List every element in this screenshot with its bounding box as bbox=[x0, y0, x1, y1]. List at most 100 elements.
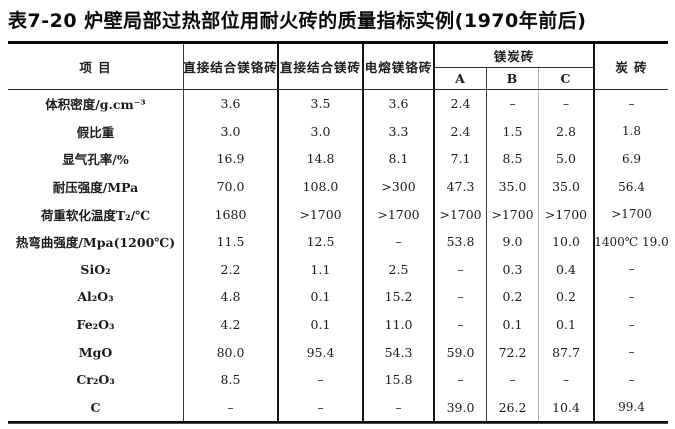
table-row: 热弯曲强度/Mpa(1200℃) 11.5 12.5 – 53.8 9.0 10… bbox=[8, 227, 668, 256]
row-label: Al₂O₃ bbox=[77, 289, 114, 305]
cell: 0.2 bbox=[486, 283, 538, 311]
row-label: 耐压强度/MPa bbox=[52, 180, 139, 196]
row-label: Cr₂O₃ bbox=[76, 372, 115, 388]
cell: 53.8 bbox=[433, 227, 486, 256]
cell: 2.2 bbox=[183, 255, 277, 284]
header-magnesia-carbon-brick-group: 镁炭砖 bbox=[433, 44, 593, 68]
row-label: 热弯曲强度/Mpa(1200℃) bbox=[15, 235, 176, 251]
cell: 16.9 bbox=[183, 145, 277, 173]
cell: 0.1 bbox=[277, 283, 362, 311]
cell: – bbox=[593, 90, 668, 118]
table-row: Cr₂O₃ 8.5 – 15.8 – – – – bbox=[8, 365, 668, 394]
cell: 0.1 bbox=[486, 310, 538, 339]
cell: – bbox=[277, 393, 362, 422]
cell: 8.1 bbox=[362, 145, 433, 173]
cell: >1700 bbox=[362, 200, 433, 228]
cell: 1.8 bbox=[593, 117, 668, 146]
cell: 5.0 bbox=[538, 145, 593, 173]
cell: 59.0 bbox=[433, 338, 486, 366]
row-label: 假比重 bbox=[76, 124, 115, 140]
cell: 35.0 bbox=[538, 172, 593, 201]
cell: 3.6 bbox=[362, 90, 433, 118]
cell: – bbox=[593, 365, 668, 394]
header-sub-a: A bbox=[433, 68, 486, 89]
table-row: 耐压强度/MPa 70.0 108.0 >300 47.3 35.0 35.0 … bbox=[8, 172, 668, 201]
cell: – bbox=[593, 310, 668, 339]
cell: 47.3 bbox=[433, 172, 486, 201]
cell: 11.5 bbox=[183, 227, 277, 256]
row-label: MgO bbox=[78, 344, 113, 360]
cell: 4.2 bbox=[183, 310, 277, 339]
header-sub-b: B bbox=[486, 68, 538, 89]
cell: 1400℃ 19.0 bbox=[593, 227, 668, 256]
table-bottom-rule bbox=[8, 421, 668, 425]
cell: 3.5 bbox=[277, 90, 362, 118]
cell: 2.4 bbox=[433, 117, 486, 146]
cell: – bbox=[433, 255, 486, 284]
cell: 9.0 bbox=[486, 227, 538, 256]
table-row: 假比重 3.0 3.0 3.3 2.4 1.5 2.8 1.8 bbox=[8, 117, 668, 146]
cell: – bbox=[433, 283, 486, 311]
cell: 2.4 bbox=[433, 90, 486, 118]
cell: – bbox=[183, 393, 277, 422]
cell: 0.3 bbox=[486, 255, 538, 284]
cell: >300 bbox=[362, 172, 433, 201]
cell: 0.4 bbox=[538, 255, 593, 284]
cell: 54.3 bbox=[362, 338, 433, 366]
cell: – bbox=[362, 393, 433, 422]
cell: – bbox=[486, 365, 538, 394]
cell: 1.1 bbox=[277, 255, 362, 284]
cell: 8.5 bbox=[486, 145, 538, 173]
table-row: MgO 80.0 95.4 54.3 59.0 72.2 87.7 – bbox=[8, 338, 668, 366]
cell: – bbox=[538, 365, 593, 394]
cell: 4.8 bbox=[183, 283, 277, 311]
table-header: 项 目 直接结合镁铬砖 直接结合镁砖 电熔镁铬砖 镁炭砖 A B C 炭 砖 bbox=[8, 44, 668, 90]
row-label: SiO₂ bbox=[80, 261, 111, 277]
cell: – bbox=[433, 365, 486, 394]
header-direct-bonded-magnesia-brick: 直接结合镁砖 bbox=[277, 44, 362, 89]
header-carbon-brick: 炭 砖 bbox=[593, 44, 668, 89]
table-title: 表7-20 炉壁局部过热部位用耐火砖的质量指标实例(1970年前后) bbox=[8, 10, 587, 32]
cell: 3.6 bbox=[183, 90, 277, 118]
cell: 1.5 bbox=[486, 117, 538, 146]
row-label: 显气孔率/% bbox=[62, 152, 129, 168]
table-row: SiO₂ 2.2 1.1 2.5 – 0.3 0.4 – bbox=[8, 255, 668, 284]
header-item: 项 目 bbox=[79, 60, 112, 75]
cell: >1700 bbox=[593, 200, 668, 228]
cell: 1680 bbox=[183, 200, 277, 228]
cell: 8.5 bbox=[183, 365, 277, 394]
row-label: 体积密度/g.cm⁻³ bbox=[45, 97, 146, 113]
cell: 2.8 bbox=[538, 117, 593, 146]
cell: 7.1 bbox=[433, 145, 486, 173]
cell: 15.8 bbox=[362, 365, 433, 394]
cell: 35.0 bbox=[486, 172, 538, 201]
cell: >1700 bbox=[433, 200, 486, 228]
cell: >1700 bbox=[486, 200, 538, 228]
cell: – bbox=[593, 338, 668, 366]
cell: 39.0 bbox=[433, 393, 486, 422]
cell: >1700 bbox=[277, 200, 362, 228]
cell: 6.9 bbox=[593, 145, 668, 173]
cell: >1700 bbox=[538, 200, 593, 228]
cell: 0.1 bbox=[538, 310, 593, 339]
table-row: 显气孔率/% 16.9 14.8 8.1 7.1 8.5 5.0 6.9 bbox=[8, 145, 668, 173]
table-row: 体积密度/g.cm⁻³ 3.6 3.5 3.6 2.4 – – – bbox=[8, 90, 668, 118]
cell: 2.5 bbox=[362, 255, 433, 284]
table-row: Fe₂O₃ 4.2 0.1 11.0 – 0.1 0.1 – bbox=[8, 310, 668, 339]
cell: – bbox=[433, 310, 486, 339]
cell: 0.2 bbox=[538, 283, 593, 311]
cell: 10.4 bbox=[538, 393, 593, 422]
cell: 95.4 bbox=[277, 338, 362, 366]
cell: 10.0 bbox=[538, 227, 593, 256]
cell: 99.4 bbox=[593, 393, 668, 422]
header-fused-magchrome-brick: 电熔镁铬砖 bbox=[362, 44, 433, 89]
cell: – bbox=[486, 90, 538, 118]
header-sub-c: C bbox=[538, 68, 593, 89]
cell: 3.0 bbox=[277, 117, 362, 146]
data-table: 项 目 直接结合镁铬砖 直接结合镁砖 电熔镁铬砖 镁炭砖 A B C 炭 砖 体… bbox=[8, 41, 668, 425]
cell: 12.5 bbox=[277, 227, 362, 256]
cell: 80.0 bbox=[183, 338, 277, 366]
cell: 14.8 bbox=[277, 145, 362, 173]
cell: 26.2 bbox=[486, 393, 538, 422]
